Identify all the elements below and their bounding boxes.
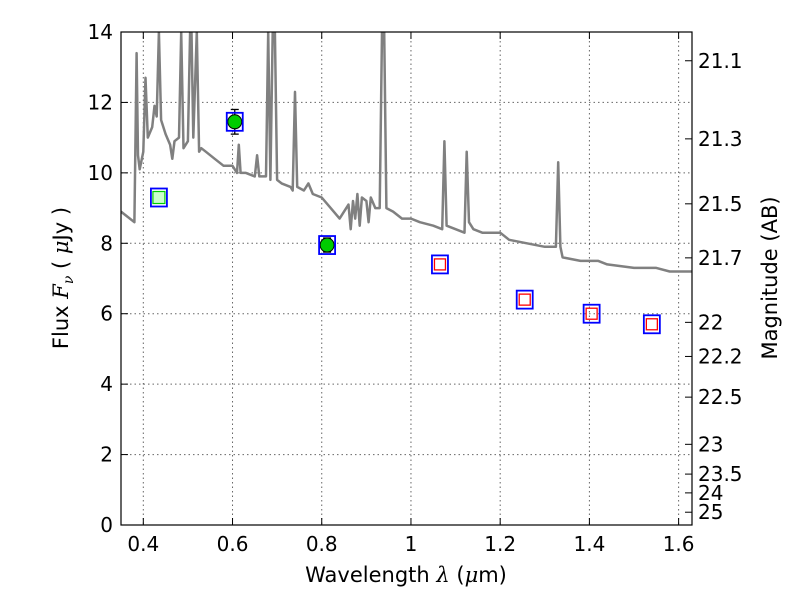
y2-tick-label: 21.7	[698, 246, 743, 270]
axis-ticks: 0.4 0.6 0.8 1 1.2 1.4 1.60246810121421.121.321…	[88, 20, 743, 556]
plot-frame	[120, 31, 693, 526]
y-tick-label: 14	[88, 20, 113, 44]
y2-tick-label: 22	[698, 310, 723, 334]
limit-photometry-point	[645, 318, 659, 331]
model-photometry-point	[318, 235, 336, 255]
x-tick-label: 1.2	[484, 532, 516, 556]
limit-photometry-point	[585, 307, 598, 320]
y2-tick-label: 23.5	[698, 462, 743, 486]
y-tick-label: 12	[88, 90, 113, 114]
y2-tick-label: 25	[698, 500, 723, 524]
y2-tick-label: 21.5	[698, 192, 743, 216]
spectrum-line	[121, 32, 692, 273]
y-label-unit: Jy )	[49, 207, 73, 243]
x-label-lambda: λ	[435, 563, 449, 587]
x-tick-label: 1	[405, 532, 418, 556]
observed-point	[227, 114, 243, 130]
model-photometry-point	[642, 314, 661, 335]
grid	[121, 32, 692, 525]
y-tick-label: 10	[88, 161, 113, 185]
y2-axis-label: Magnitude (AB)	[758, 196, 782, 359]
y-axis-label: Flux Fν ( μJy )	[49, 207, 77, 349]
model-photometry-point	[431, 254, 449, 275]
x-label-unit: m)	[478, 563, 507, 587]
limit-photometry-point	[433, 258, 447, 271]
y-label-f: F	[49, 283, 73, 300]
y2-tick-label: 22.2	[698, 344, 743, 368]
x-axis-label: Wavelength λ (μm)	[305, 563, 507, 587]
x-label-paren: (	[450, 563, 465, 587]
model-photometry-point	[150, 187, 168, 208]
y-tick-label: 0	[100, 513, 113, 537]
observed-point	[319, 237, 335, 253]
observed-point	[152, 190, 166, 205]
y2-tick-label: 23	[698, 432, 723, 456]
y-label-paren: (	[49, 254, 73, 276]
y-label-text: Flux	[49, 299, 73, 349]
x-tick-label: 0.6	[217, 532, 249, 556]
limit-photometry-point	[518, 293, 531, 306]
y2-tick-label: 22.5	[698, 385, 743, 409]
model-photometry-point	[515, 289, 534, 310]
plot-area	[121, 32, 692, 335]
model-photometry-point	[225, 111, 244, 132]
y-label-nu: ν	[61, 275, 77, 284]
y-tick-label: 6	[100, 302, 113, 326]
axes-box	[120, 31, 693, 526]
y-tick-label: 4	[100, 372, 113, 396]
x-label-mu: μ	[465, 563, 479, 587]
y-tick-label: 8	[100, 231, 113, 255]
x-label-text: Wavelength	[305, 563, 436, 587]
model-photometry-point	[582, 303, 601, 324]
y2-tick-label: 24	[698, 481, 723, 505]
y-label-mu: μ	[49, 240, 73, 254]
y2-tick-label: 21.3	[698, 127, 743, 151]
x-tick-label: 0.4	[127, 532, 159, 556]
y-tick-label: 2	[100, 443, 113, 467]
x-tick-label: 1.4	[573, 532, 605, 556]
x-tick-label: 1.6	[663, 532, 695, 556]
x-tick-label: 0.8	[306, 532, 338, 556]
y2-tick-label: 21.1	[698, 49, 743, 73]
